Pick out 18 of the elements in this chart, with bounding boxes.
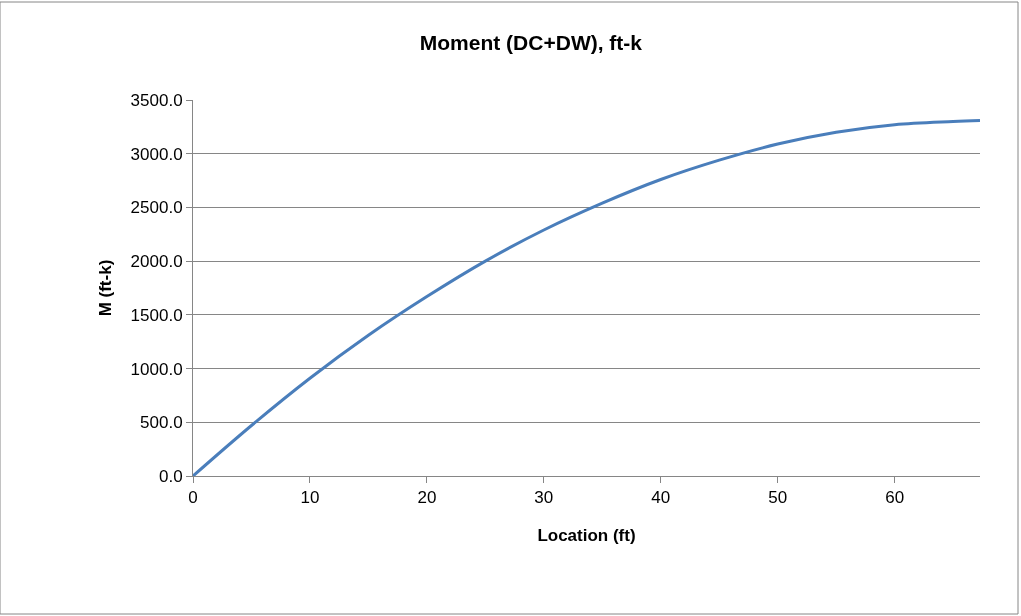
y-tick-label: 500.0 (140, 413, 183, 433)
x-tick-label: 10 (300, 488, 320, 508)
x-tick-label: 50 (768, 488, 788, 508)
y-tick-label: 1000.0 (130, 359, 183, 379)
x-tick-label: 20 (417, 488, 437, 508)
y-tick-label: 0.0 (158, 466, 183, 486)
x-tick-label: 60 (885, 488, 905, 508)
x-axis-title: Location (ft) (537, 525, 636, 545)
x-tick-label: 0 (188, 488, 198, 508)
x-tick-label: 40 (651, 488, 671, 508)
y-tick-label: 1500.0 (130, 305, 183, 325)
y-tick-label: 2500.0 (130, 198, 183, 218)
y-axis-title: M (ft-k) (96, 259, 116, 317)
y-tick-label: 3500.0 (130, 90, 183, 110)
y-tick-label: 2000.0 (130, 252, 183, 272)
x-tick-label: 30 (534, 488, 554, 508)
chart-title: Moment (DC+DW), ft-k (419, 31, 643, 55)
y-tick-label: 3000.0 (130, 144, 183, 164)
